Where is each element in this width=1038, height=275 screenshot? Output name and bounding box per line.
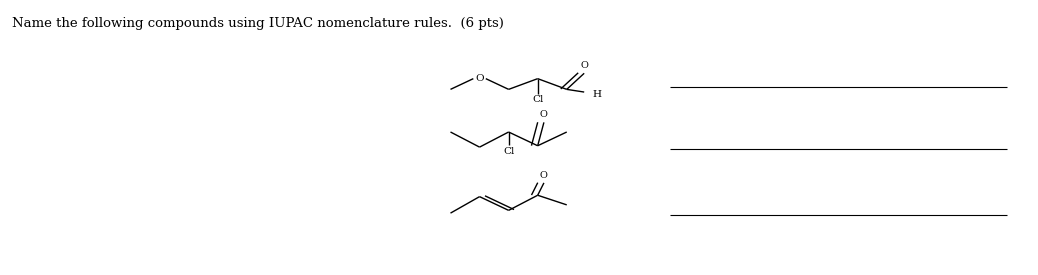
Text: Cl: Cl bbox=[532, 95, 543, 104]
Text: O: O bbox=[540, 110, 548, 119]
Text: O: O bbox=[475, 74, 484, 83]
Text: H: H bbox=[592, 90, 601, 99]
Text: O: O bbox=[540, 171, 548, 180]
Text: Cl: Cl bbox=[503, 147, 514, 156]
Text: Name the following compounds using IUPAC nomenclature rules.  (6 pts): Name the following compounds using IUPAC… bbox=[12, 16, 504, 29]
Text: O: O bbox=[580, 61, 589, 70]
